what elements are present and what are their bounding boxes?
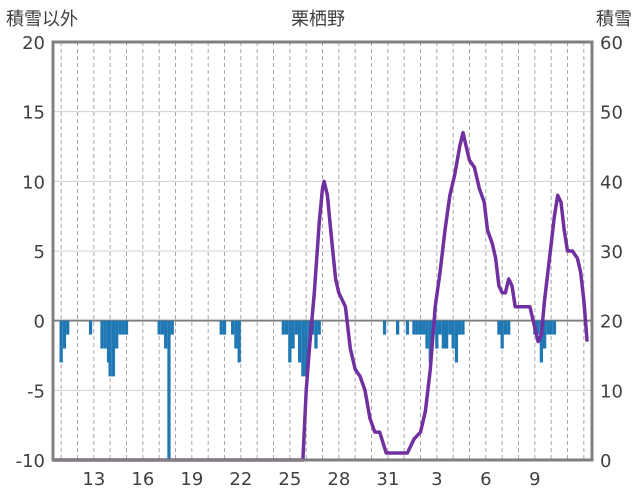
bar-mark [396,320,400,335]
bar-mark [118,320,122,335]
bar-mark [164,320,168,349]
bar-mark [543,320,547,349]
bar-mark [231,320,235,335]
bar-mark [111,320,116,377]
bar-mark [237,320,241,363]
bar-mark [160,320,165,335]
bar-mark [435,320,439,349]
x-tick-label: 9 [529,469,540,490]
bar-mark [284,320,289,335]
right-tick-label: 40 [600,172,623,193]
bar-mark [294,320,298,335]
bar-mark [458,320,462,335]
left-tick-label: -10 [16,451,45,472]
bar-mark [428,320,432,363]
bar-mark [66,320,70,335]
x-tick-label: 6 [480,469,491,490]
right-axis-ticks: 60 50 40 30 20 10 0 [600,33,623,472]
bar-mark [103,320,107,349]
right-tick-label: 60 [600,33,623,54]
bar-mark [539,320,543,363]
bar-mark [304,320,308,377]
bar-mark [301,320,305,377]
bar-mark [438,320,442,335]
plot-frame [51,40,594,462]
bar-mark [157,320,161,335]
bar-mark [549,320,553,335]
bar-mark [461,320,465,335]
left-tick-label: -5 [27,381,45,402]
bar-mark [298,320,302,363]
right-tick-label: 10 [600,381,623,402]
bar-mark [441,320,445,349]
x-tick-label: 31 [376,469,399,490]
bar-mark [412,320,416,335]
bar-mark [448,320,452,335]
bar-mark [536,320,540,335]
x-tick-label: 16 [131,469,154,490]
bar-mark [500,320,504,349]
bar-mark [546,320,550,335]
x-tick-label: 19 [180,469,203,490]
bar-mark [291,320,295,349]
x-axis-ticks: 13 16 19 22 25 28 31 3 6 9 [82,469,540,490]
bar-mark [124,320,129,335]
bar-mark [121,320,125,335]
bar-mark [62,320,67,349]
bar-mark [415,320,419,335]
bar-mark [503,320,508,335]
right-tick-label: 0 [600,451,611,472]
line-series-snow-depth [53,130,589,462]
x-tick-label: 13 [82,469,105,490]
left-tick-label: 5 [34,242,45,263]
left-tick-label: 15 [22,103,45,124]
bar-mark [108,320,112,377]
bar-mark [100,320,104,349]
bar-mark [281,320,285,335]
right-axis-label: 積雪 [596,9,632,30]
left-tick-label: 10 [22,172,45,193]
right-tick-label: 20 [600,312,623,333]
left-axis-label: 積雪以外 [6,9,78,30]
bar-mark [405,320,410,335]
left-tick-label: 20 [22,33,45,54]
left-axis-ticks: 20 15 10 5 0 -5 -10 [16,33,45,472]
right-tick-label: 30 [600,242,623,263]
bar-mark [418,320,423,335]
bar-mark [288,320,292,363]
bar-mark [222,320,227,335]
bar-mark [234,320,238,349]
bar-mark [451,320,455,349]
grid-lines [53,42,592,460]
left-tick-label: 0 [34,312,45,333]
bar-mark [454,320,459,363]
bar-mark [170,320,174,335]
bar-mark [314,320,318,349]
bar-mark [425,320,429,349]
bar-mark [422,320,426,335]
x-tick-label: 3 [431,469,442,490]
bar-mark [59,320,63,363]
bar-mark [115,320,119,349]
x-tick-label: 25 [278,469,301,490]
x-tick-label: 22 [229,469,252,490]
right-tick-label: 50 [600,103,623,124]
bar-mark [382,320,387,335]
x-tick-label: 28 [327,469,350,490]
bar-mark [445,320,449,349]
bar-mark [167,320,171,460]
bar-mark [507,320,511,335]
bar-mark [88,320,93,335]
bar-mark [317,320,321,335]
bar-mark [552,320,557,335]
chart-title: 栗栖野 [291,9,345,30]
bar-mark [497,320,501,335]
bar-mark [219,320,223,335]
